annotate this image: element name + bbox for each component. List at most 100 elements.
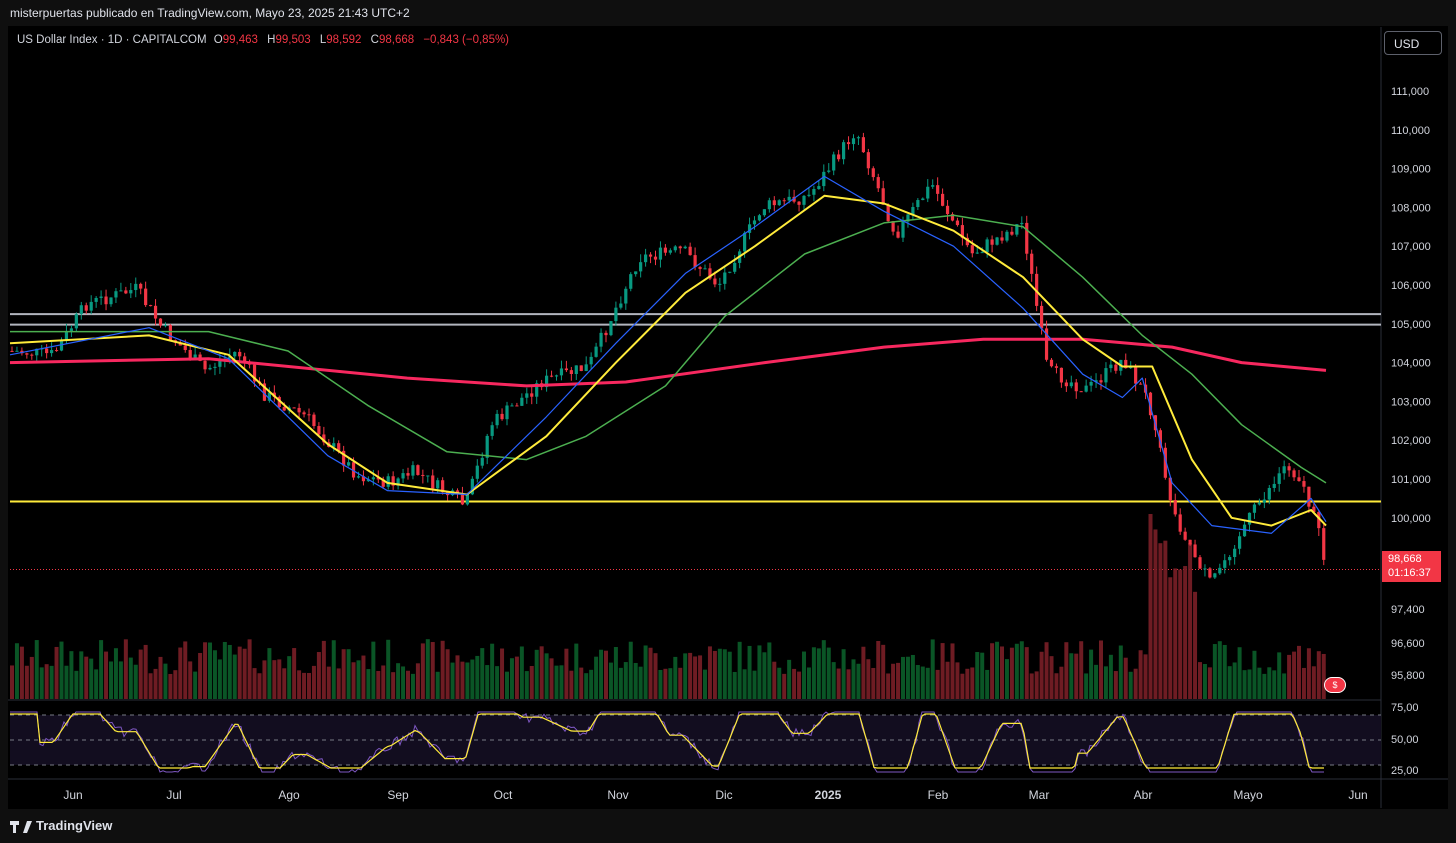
volume-bar <box>920 666 925 699</box>
volume-bar <box>257 673 262 699</box>
volume-bar <box>198 652 203 699</box>
candle-body <box>837 154 841 160</box>
candle-body <box>1040 305 1044 329</box>
volume-bar <box>955 662 960 699</box>
volume-bar <box>653 653 658 699</box>
volume-bar <box>331 640 336 699</box>
volume-bar <box>1099 640 1103 699</box>
candle-body <box>139 283 143 289</box>
volume-bar <box>386 639 391 699</box>
candle-body <box>406 473 410 476</box>
candle-body <box>802 195 806 205</box>
candle-body <box>1015 224 1019 235</box>
candle-body <box>1163 447 1167 478</box>
rsi-axis-tick: 25,00 <box>1391 765 1419 777</box>
volume-bar <box>1287 654 1292 699</box>
candle-body <box>99 296 103 298</box>
candle-body <box>84 305 88 311</box>
volume-bar <box>579 667 584 699</box>
volume-bar <box>455 655 460 699</box>
candle-body <box>564 368 568 371</box>
volume-bar <box>297 670 302 699</box>
candle-body <box>1322 528 1326 560</box>
volume-bar <box>1000 646 1004 699</box>
volume-bar <box>1138 650 1143 699</box>
candle-body <box>639 262 643 272</box>
volume-bar <box>138 649 143 699</box>
candle-body <box>277 396 281 407</box>
candle-body <box>683 246 687 249</box>
volume-bar <box>727 651 732 699</box>
volume-bar <box>94 669 99 699</box>
volume-bar <box>599 649 604 699</box>
candle-body <box>431 475 435 489</box>
volume-bar <box>316 652 321 699</box>
volume-bar <box>866 659 871 699</box>
volume-bar <box>940 643 945 699</box>
symbol-name[interactable]: US Dollar Index · 1D · CAPITALCOM <box>17 34 207 46</box>
volume-bar <box>628 641 633 699</box>
volume-bar <box>1316 651 1321 699</box>
volume-bar <box>396 663 401 699</box>
volume-bar <box>782 673 787 699</box>
candle-body <box>238 351 242 357</box>
volume-bar <box>1049 656 1054 699</box>
candle-body <box>376 477 380 480</box>
candle-body <box>1233 548 1237 558</box>
candle-body <box>267 392 271 401</box>
candle-body <box>1079 391 1083 393</box>
volume-bar <box>1019 641 1024 699</box>
volume-bar <box>267 648 272 699</box>
candle-body <box>787 196 791 201</box>
candle-body <box>485 435 489 458</box>
candle-body <box>292 407 296 409</box>
candle-body <box>772 200 776 206</box>
volume-bar <box>604 650 608 699</box>
candle-body <box>262 383 267 401</box>
candle-body <box>688 246 692 256</box>
candle-body <box>15 350 19 352</box>
volume-bar <box>203 642 208 699</box>
price-axis-tick: 110,000 <box>1391 125 1430 137</box>
volume-bar <box>1084 673 1089 699</box>
volume-bar <box>1059 666 1064 699</box>
candle-body <box>342 450 346 466</box>
time-axis-label: Oct <box>494 788 513 802</box>
volume-bar <box>311 665 316 699</box>
candle-body <box>153 305 158 319</box>
candle-body <box>916 200 920 208</box>
volume-bar <box>104 651 109 699</box>
candle-body <box>208 367 212 370</box>
volume-bar <box>638 666 643 699</box>
volume-bar <box>1163 540 1168 699</box>
price-axis-tick: 106,000 <box>1391 280 1431 292</box>
volume-bars <box>10 513 1326 699</box>
candle-body <box>74 314 78 329</box>
candle-body <box>950 214 955 221</box>
volume-bar <box>881 644 886 699</box>
volume-bar <box>143 644 148 699</box>
candle-body <box>970 245 974 254</box>
candle-body <box>1059 367 1063 383</box>
volume-bar <box>34 640 39 699</box>
volume-bar <box>633 662 638 699</box>
candle-body <box>658 247 663 260</box>
volume-bar <box>836 668 841 699</box>
tradingview-footer[interactable]: TradingView <box>10 818 112 833</box>
us-flag-icon[interactable]: $ <box>1324 677 1346 693</box>
price-axis-tick: 108,000 <box>1391 202 1431 214</box>
currency-button[interactable]: USD <box>1384 31 1442 55</box>
volume-bar <box>1227 666 1232 699</box>
candle-body <box>35 348 39 356</box>
volume-bar <box>950 643 955 699</box>
price-axis-tick: 95,800 <box>1391 670 1425 682</box>
candle-body <box>144 288 148 306</box>
candle-body <box>475 465 479 479</box>
volume-bar <box>232 654 237 699</box>
volume-bar <box>544 653 549 699</box>
volume-bar <box>84 656 89 699</box>
volume-bar <box>109 661 113 699</box>
candle-body <box>663 247 667 253</box>
volume-bar <box>1168 577 1173 699</box>
